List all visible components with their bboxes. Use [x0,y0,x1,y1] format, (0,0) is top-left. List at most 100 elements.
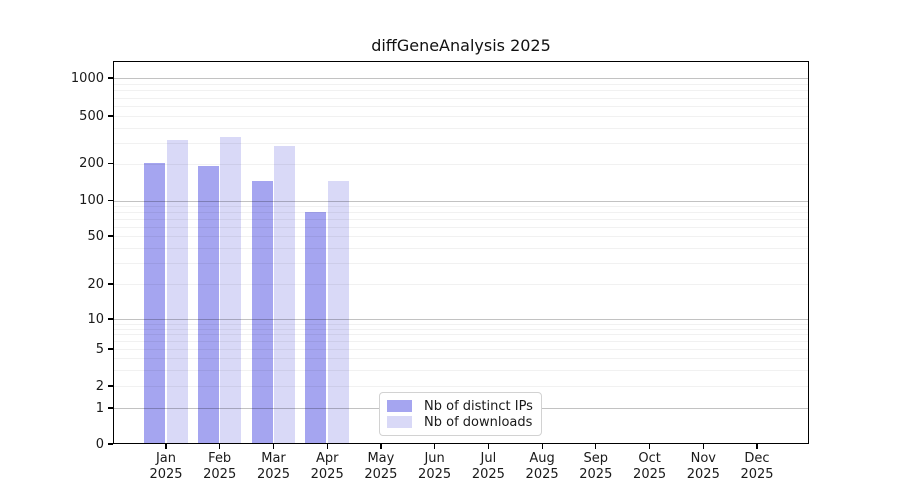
x-tick-mark [487,444,490,449]
x-tick-month: Oct [638,451,661,466]
x-tick-label: Mar 2025 [242,451,306,483]
x-tick-mark [165,444,167,449]
x-tick-label: Dec 2025 [725,451,789,483]
legend-item: Nb of distinct IPs [387,398,533,414]
y-tick-mark [108,235,113,237]
x-tick-month: Jul [480,451,497,466]
legend-label: Nb of downloads [424,414,533,430]
y-tick-label: 500 [79,108,104,124]
legend-swatch-distinct-ips [387,400,412,412]
gridline [113,247,809,249]
y-tick-label: 5 [95,341,104,357]
gridline [113,211,809,213]
x-tick-label: Jul 2025 [456,451,520,483]
x-tick-year: 2025 [740,467,774,482]
bar-distinct-ips [144,163,165,444]
gridline [113,226,809,228]
legend-label: Nb of distinct IPs [424,398,533,414]
gridline [113,97,809,99]
gridline [113,83,809,85]
y-tick-mark [108,443,113,445]
plot-area [113,61,809,444]
x-tick-year: 2025 [310,467,344,482]
x-tick-year: 2025 [256,467,291,482]
y-tick-label: 1 [95,400,104,416]
gridline [113,323,809,325]
bar-downloads [166,139,188,444]
x-tick-label: Sep 2025 [564,451,628,483]
y-tick-label: 0 [95,436,104,452]
y-tick-label: 200 [79,156,104,171]
gridline [113,127,809,129]
y-tick-label: 1000 [70,70,104,86]
x-tick-year: 2025 [471,467,505,482]
x-tick-month: Apr [315,451,339,466]
y-tick-mark [108,348,113,350]
x-tick-mark [326,444,328,449]
legend-swatch-downloads [387,416,412,428]
gridline [113,328,809,330]
y-tick-mark [108,407,113,409]
bar-downloads [274,146,295,444]
gridline [113,284,809,285]
gridline [113,358,809,359]
gridline [113,341,809,343]
bar-downloads [327,181,349,444]
x-tick-year: 2025 [149,467,183,482]
y-tick-label: 2 [95,378,104,394]
x-tick-label: Oct 2025 [618,451,682,483]
x-tick-label: Aug 2025 [510,451,574,483]
gridline [113,349,809,350]
gridline [113,205,809,207]
gridline [113,78,809,79]
gridline [113,200,809,202]
x-tick-year: 2025 [525,467,559,482]
x-tick-label: Jan 2025 [134,451,198,483]
x-tick-mark [380,444,382,449]
x-tick-month: Sep [583,451,609,466]
gridline [113,142,809,144]
gridline [113,334,809,336]
x-tick-month: Nov [690,451,716,466]
x-tick-month: Mar [261,451,286,466]
x-tick-mark [541,444,543,449]
y-tick-mark [108,77,113,79]
y-tick-label: 20 [87,276,104,292]
gridline [113,116,809,117]
x-tick-mark [595,444,597,449]
chart-title: diffGeneAnalysis 2025 [371,36,551,55]
x-tick-mark [702,444,704,449]
y-tick-label: 10 [87,311,104,327]
y-tick-label: 50 [87,228,104,244]
x-tick-label: May 2025 [349,451,413,483]
x-tick-mark [756,444,758,449]
bar-distinct-ips [305,211,327,444]
x-tick-mark [434,444,436,449]
x-tick-month: Jan [155,451,177,466]
x-tick-year: 2025 [418,467,452,482]
gridline [113,90,809,92]
x-tick-label: Feb 2025 [188,451,252,483]
x-tick-label: Apr 2025 [295,451,359,483]
x-tick-year: 2025 [364,467,398,482]
y-tick-mark [108,385,113,387]
x-tick-label: Nov 2025 [671,451,735,483]
x-tick-month: Aug [529,451,555,466]
legend-item: Nb of downloads [387,414,533,430]
x-tick-mark [272,444,275,449]
y-tick-mark [108,318,113,320]
gridline [113,319,809,320]
gridline [113,386,809,387]
gridline [113,106,809,107]
gridline [113,236,809,237]
legend: Nb of distinct IPs Nb of downloads [379,392,542,436]
x-tick-label: Jun 2025 [403,451,467,483]
gridline [113,163,809,165]
x-tick-month: Jun [424,451,445,466]
gridline [113,218,809,220]
x-tick-month: May [367,451,395,466]
y-tick-mark [108,199,113,202]
x-tick-mark [219,444,221,449]
x-tick-year: 2025 [633,467,667,482]
